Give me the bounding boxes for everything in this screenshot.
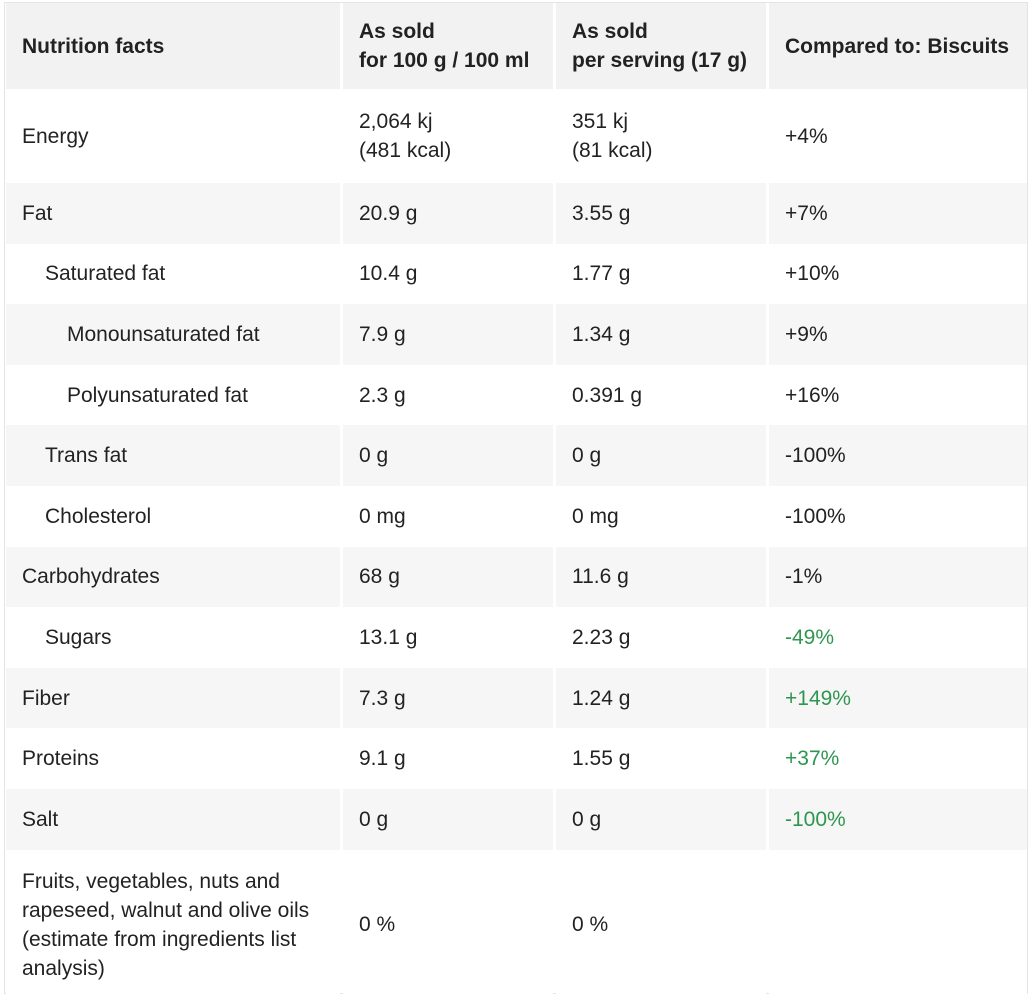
value-per-serving: 0 % [556, 849, 766, 1000]
value-per-serving: 1.24 g [556, 667, 766, 729]
table-row-sugars: Sugars 13.1 g 2.23 g -49% [6, 607, 1027, 668]
header-nutrition-facts: Nutrition facts [6, 3, 340, 89]
value-per-100g: 0 mg [343, 485, 553, 547]
table-row-proteins: Proteins 9.1 g 1.55 g +37% [6, 728, 1027, 789]
nutrient-label: Sugars [6, 607, 340, 668]
value-per-100g: 2,064 kj (481 kcal) [343, 89, 553, 183]
value-per-serving: 1.55 g [556, 728, 766, 789]
table-row-carbohydrates: Carbohydrates 68 g 11.6 g -1% [6, 546, 1027, 608]
table-header: Nutrition facts As sold for 100 g / 100 … [6, 3, 1027, 89]
header-row: Nutrition facts As sold for 100 g / 100 … [6, 3, 1027, 89]
table-row-energy: Energy 2,064 kj (481 kcal) 351 kj (81 kc… [6, 89, 1027, 183]
nutrient-label: Saturated fat [6, 243, 340, 305]
compare-value: +4% [769, 89, 1027, 183]
compare-value [769, 849, 1027, 1000]
compare-value: +16% [769, 364, 1027, 426]
nutrient-label: Trans fat [6, 425, 340, 486]
value-per-serving-kj: 351 kj [572, 110, 629, 133]
table-row-fruits-vegetables-nuts: Fruits, vegetables, nuts and rapeseed, w… [6, 849, 1027, 1000]
value-per-100g: 0 % [343, 849, 553, 1000]
compare-value: -49% [769, 607, 1027, 668]
compare-value: -100% [769, 788, 1027, 850]
table-row-trans-fat: Trans fat 0 g 0 g -100% [6, 425, 1027, 486]
nutrient-label: Polyunsaturated fat [6, 364, 340, 426]
value-per-100g-kj: 2,064 kj [359, 110, 433, 133]
nutrient-label: Carbohydrates [6, 546, 340, 608]
compare-value: +149% [769, 667, 1027, 729]
header-compared-to: Compared to: Biscuits [769, 3, 1027, 89]
table-row-salt: Salt 0 g 0 g -100% [6, 788, 1027, 850]
value-per-serving: 1.77 g [556, 243, 766, 305]
header-per-100g-line1: As sold [359, 20, 435, 43]
nutrient-label: Fiber [6, 667, 340, 729]
value-per-serving: 0.391 g [556, 364, 766, 426]
value-per-serving: 351 kj (81 kcal) [556, 89, 766, 183]
compare-value: +7% [769, 183, 1027, 244]
nutrient-label: Fat [6, 183, 340, 244]
nutrient-label: Proteins [6, 728, 340, 789]
value-per-serving: 3.55 g [556, 183, 766, 244]
table-row-polyunsaturated-fat: Polyunsaturated fat 2.3 g 0.391 g +16% [6, 364, 1027, 426]
value-per-100g: 7.3 g [343, 667, 553, 729]
value-per-serving: 0 g [556, 788, 766, 850]
value-per-serving: 11.6 g [556, 546, 766, 608]
compare-value: +10% [769, 243, 1027, 305]
value-per-100g: 0 g [343, 788, 553, 850]
header-per-serving: As sold per serving (17 g) [556, 3, 766, 89]
value-per-serving: 0 mg [556, 485, 766, 547]
header-per-serving-line2: per serving (17 g) [572, 49, 748, 72]
value-per-serving: 0 g [556, 425, 766, 486]
value-per-100g: 7.9 g [343, 304, 553, 365]
nutrient-label: Energy [6, 89, 340, 183]
value-per-100g: 0 g [343, 425, 553, 486]
value-per-100g: 2.3 g [343, 364, 553, 426]
table-body: Energy 2,064 kj (481 kcal) 351 kj (81 kc… [6, 89, 1027, 1000]
value-per-100g-kcal: (481 kcal) [359, 139, 452, 162]
value-per-100g: 20.9 g [343, 183, 553, 244]
compare-value: -100% [769, 485, 1027, 547]
value-per-serving-kcal: (81 kcal) [572, 139, 653, 162]
table-row-cholesterol: Cholesterol 0 mg 0 mg -100% [6, 485, 1027, 547]
nutrition-facts-table: Nutrition facts As sold for 100 g / 100 … [3, 3, 1030, 1000]
table-row-fiber: Fiber 7.3 g 1.24 g +149% [6, 667, 1027, 729]
nutrition-facts-table-container: Nutrition facts As sold for 100 g / 100 … [4, 2, 1028, 1000]
table-row-saturated-fat: Saturated fat 10.4 g 1.77 g +10% [6, 243, 1027, 305]
table-row-fat: Fat 20.9 g 3.55 g +7% [6, 183, 1027, 244]
nutrient-label: Salt [6, 788, 340, 850]
compare-value: +9% [769, 304, 1027, 365]
compare-value: -1% [769, 546, 1027, 608]
value-per-100g: 9.1 g [343, 728, 553, 789]
value-per-100g: 13.1 g [343, 607, 553, 668]
header-per-serving-line1: As sold [572, 20, 648, 43]
compare-value: +37% [769, 728, 1027, 789]
table-row-monounsaturated-fat: Monounsaturated fat 7.9 g 1.34 g +9% [6, 304, 1027, 365]
value-per-100g: 10.4 g [343, 243, 553, 305]
header-per-100g-line2: for 100 g / 100 ml [359, 49, 530, 72]
nutrient-label: Monounsaturated fat [6, 304, 340, 365]
value-per-100g: 68 g [343, 546, 553, 608]
nutrient-label: Cholesterol [6, 485, 340, 547]
value-per-serving: 2.23 g [556, 607, 766, 668]
header-per-100g: As sold for 100 g / 100 ml [343, 3, 553, 89]
compare-value: -100% [769, 425, 1027, 486]
value-per-serving: 1.34 g [556, 304, 766, 365]
nutrient-label: Fruits, vegetables, nuts and rapeseed, w… [6, 849, 340, 1000]
